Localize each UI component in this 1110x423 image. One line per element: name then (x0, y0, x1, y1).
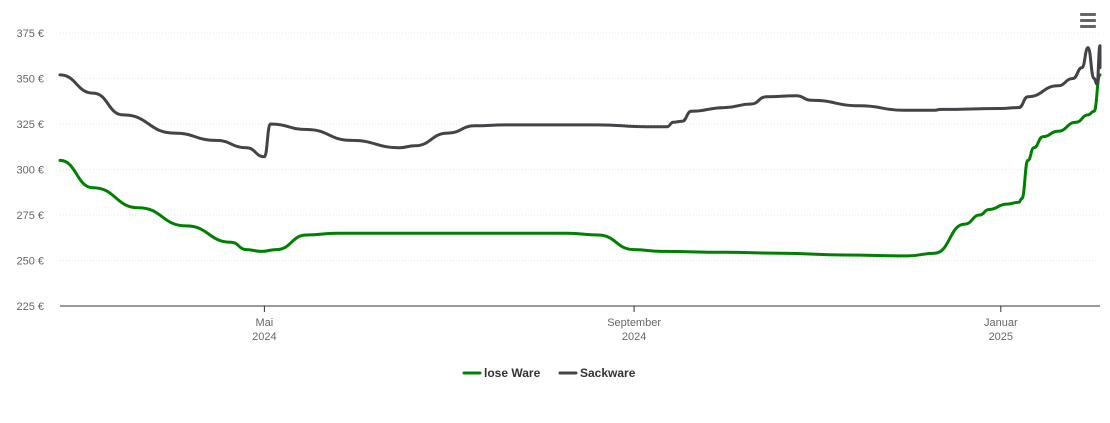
legend-item[interactable]: Sackware (558, 366, 636, 380)
legend[interactable]: lose Ware Sackware (462, 366, 636, 380)
y-tick-label: 350 € (16, 74, 44, 86)
legend-label: Sackware (580, 366, 636, 380)
y-tick-label: 275 € (16, 210, 44, 222)
legend-item[interactable]: lose Ware (462, 366, 541, 380)
x-tick-label-year: 2024 (252, 331, 276, 343)
series-lines (58, 44, 1102, 258)
x-tick-label: September (607, 317, 661, 329)
hamburger-menu-icon[interactable] (1076, 10, 1100, 32)
series-line-1[interactable] (58, 44, 1102, 159)
x-tick-label-year: 2024 (622, 331, 646, 343)
y-axis: 225 € 250 € 275 € 300 € 325 € 350 € 375 € (16, 28, 44, 313)
x-tick-label: Mai (256, 317, 274, 329)
x-tick-label: Januar (984, 317, 1018, 329)
y-tick-label: 325 € (16, 119, 44, 131)
x-tick-label-year: 2025 (989, 331, 1013, 343)
x-axis: Mai 2024 September 2024 Januar 2025 (60, 305, 1100, 343)
y-tick-label: 225 € (16, 301, 44, 313)
series-line-0[interactable] (58, 73, 1102, 258)
legend-label: lose Ware (484, 366, 541, 380)
y-tick-label: 300 € (16, 165, 44, 177)
y-tick-label: 375 € (16, 28, 44, 40)
gridlines (60, 32, 1100, 261)
y-tick-label: 250 € (16, 256, 44, 268)
